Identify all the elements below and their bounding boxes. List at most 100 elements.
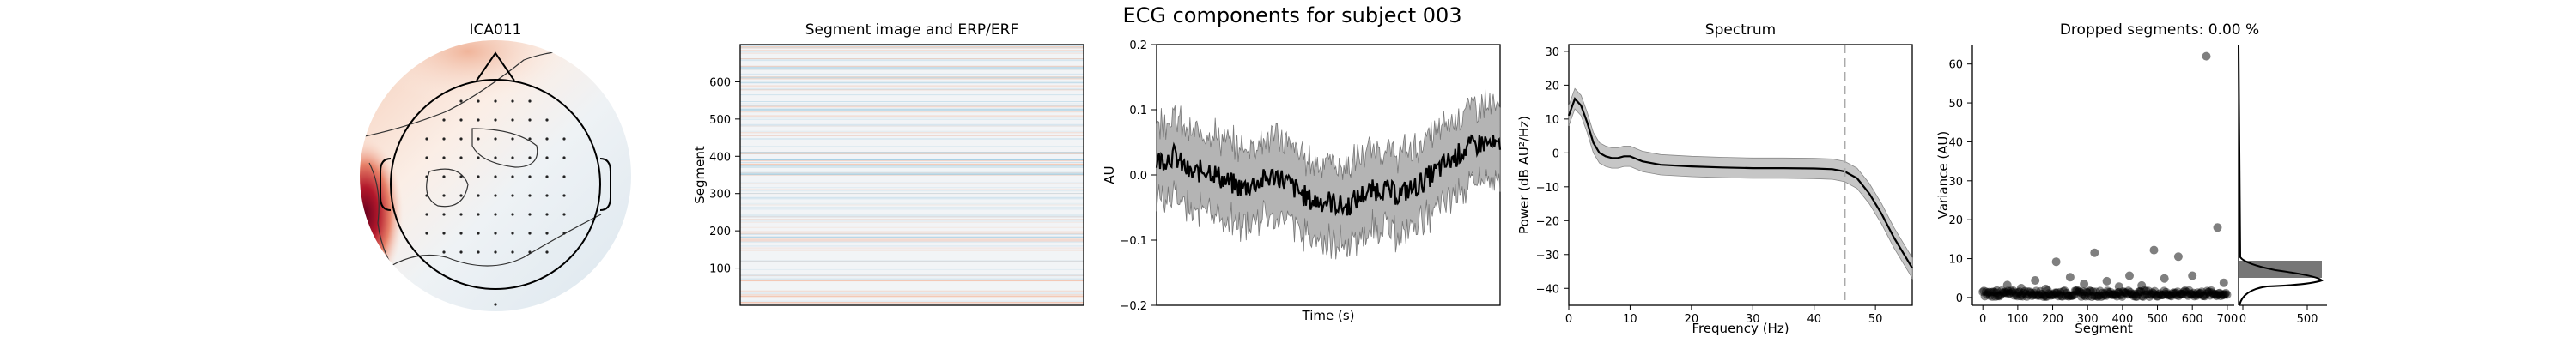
segment-stripe: [740, 240, 1084, 242]
variance-point: [2216, 292, 2226, 301]
variance-outlier-point: [2016, 284, 2026, 292]
variance-point: [2189, 288, 2198, 298]
segment-y-tick-label: 100: [709, 263, 731, 276]
variance-point: [2202, 290, 2211, 298]
segment-image-background: [740, 45, 1084, 305]
sensor-dot: [459, 156, 463, 159]
variance-point: [2178, 289, 2186, 298]
erp-y-tick-label: 0.0: [1129, 170, 1147, 183]
sensor-dot: [562, 156, 566, 159]
variance-point: [2127, 289, 2136, 298]
segment-stripe: [740, 215, 1084, 217]
variance-outlier-point: [2125, 271, 2134, 280]
sensor-dot: [494, 99, 497, 103]
variance-point: [2081, 292, 2090, 301]
segment-stripe: [740, 236, 1084, 238]
variance-point: [2022, 292, 2032, 301]
variance-point: [2155, 289, 2165, 298]
variance-point: [2187, 290, 2196, 299]
sensor-dot: [545, 232, 549, 235]
variance-point: [2033, 291, 2043, 299]
variance-point: [2024, 290, 2033, 299]
erp-y-axis: −0.2 −0.1 0.0 0.1 0.2: [1120, 39, 1157, 313]
segment-stripe: [740, 125, 1084, 127]
variance-point: [2136, 287, 2146, 297]
spectrum-x-tick-label: 10: [1623, 313, 1637, 326]
variance-point: [2122, 288, 2131, 298]
segment-stripe: [740, 66, 1084, 68]
segment-stripe: [740, 60, 1084, 62]
erp-panel: −0.2 −0.1 0.0 0.1 0.2 Time (s) AU: [1102, 39, 1502, 323]
spectrum-title: Spectrum: [1705, 21, 1776, 39]
segment-stripe: [740, 106, 1084, 107]
segment-stripe: [740, 245, 1084, 247]
sensor-dot: [545, 137, 549, 141]
variance-point: [2028, 291, 2038, 300]
variance-point: [2184, 286, 2194, 295]
spectrum-x-tick-label: 30: [1746, 313, 1760, 326]
sensor-dot: [459, 232, 463, 235]
sensor-dot: [545, 250, 549, 254]
variance-point: [2174, 292, 2184, 301]
spectrum-panel: Spectrum 0 10 20 30 40 50−40−30−20−100102030 …: [1516, 21, 1913, 336]
segment-stripe: [740, 260, 1084, 262]
variance-point: [2060, 286, 2069, 295]
segment-y-tick-label: 200: [709, 226, 731, 238]
variance-point: [2032, 286, 2041, 296]
sensor-dot: [477, 213, 480, 216]
segment-stripe: [740, 293, 1084, 295]
variance-x-tick-label: 400: [2111, 313, 2133, 326]
variance-point: [2123, 286, 2133, 296]
segment-stripe: [740, 159, 1084, 160]
spectrum-line: [1567, 97, 1913, 269]
segment-stripe: [740, 51, 1084, 53]
variance-x-tick-label: 300: [2077, 313, 2099, 326]
variance-point: [2048, 290, 2057, 298]
variance-point: [2121, 288, 2130, 298]
sensor-dot: [477, 175, 480, 178]
variance-point: [2132, 292, 2142, 301]
segment-stripe: [740, 221, 1084, 223]
erp-y-tick-label: 0.2: [1129, 39, 1147, 52]
segment-y-tick-label: 600: [709, 76, 731, 89]
segment-stripe: [740, 247, 1084, 249]
histogram-x-tick-label: 500: [2297, 313, 2318, 326]
variance-point: [2093, 292, 2102, 301]
segment-stripe: [740, 130, 1084, 132]
variance-point: [2211, 290, 2220, 298]
variance-point: [2125, 290, 2134, 299]
variance-point: [2213, 291, 2222, 299]
sensor-dot: [459, 137, 463, 141]
segment-stripe: [740, 302, 1084, 303]
segment-stripe: [740, 260, 1084, 262]
sensor-dot: [511, 156, 514, 159]
segment-stripe: [740, 275, 1084, 277]
erp-xlabel: Time (s): [1302, 308, 1355, 323]
variance-point: [2188, 290, 2197, 299]
sensor-dot: [562, 232, 566, 235]
variance-point: [2082, 287, 2091, 297]
variance-point: [2207, 286, 2216, 295]
variance-outlier-point: [2149, 245, 2159, 255]
sensor-dot: [477, 137, 480, 141]
segment-stripe: [740, 101, 1084, 102]
variance-point: [2065, 291, 2075, 300]
segment-stripe: [740, 165, 1084, 167]
variance-outlier-point: [2051, 257, 2061, 267]
sensor-dot: [511, 250, 514, 254]
variance-point: [2145, 292, 2154, 301]
sensor-dot: [425, 232, 428, 235]
variance-point: [2200, 292, 2209, 301]
variance-point: [2100, 291, 2110, 300]
sensor-dot: [442, 118, 446, 122]
segment-y-tick-label: 500: [709, 114, 731, 127]
sensor-dot: [477, 99, 480, 103]
variance-point: [2016, 292, 2026, 301]
variance-x-tick-label: 700: [2216, 313, 2238, 326]
segment-stripe: [740, 208, 1084, 210]
segment-y-tick-label: 400: [709, 151, 731, 164]
segment-stripe: [740, 66, 1084, 68]
segment-stripe: [740, 173, 1084, 175]
variance-point: [2002, 288, 2012, 298]
topomap-title: ICA011: [470, 21, 522, 39]
